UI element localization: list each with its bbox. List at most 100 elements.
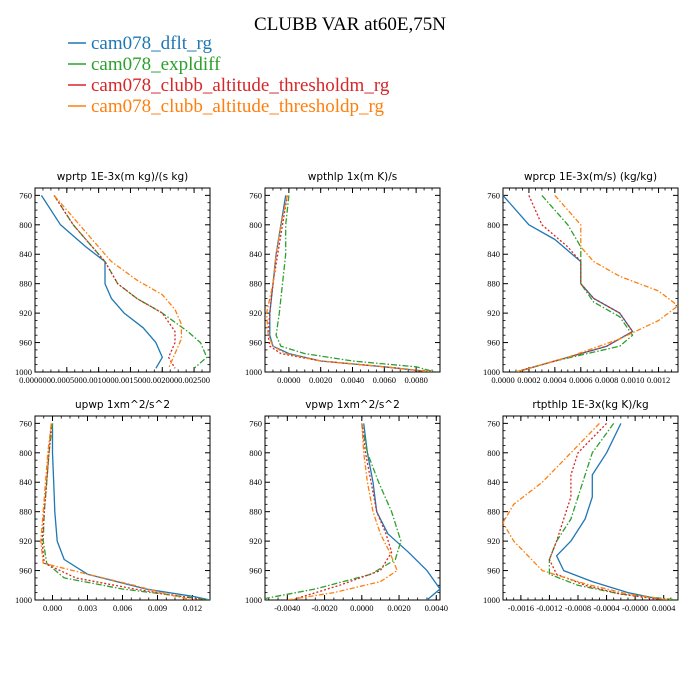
legend-label: cam078_clubb_altitude_thresholdp_rg bbox=[91, 96, 385, 117]
x-tick-label: 0.0040 bbox=[425, 603, 448, 613]
y-tick-label: 920 bbox=[249, 308, 262, 318]
y-tick-label: 840 bbox=[249, 249, 262, 259]
x-tick-label: 0.012 bbox=[183, 603, 202, 613]
y-tick-label: 1000 bbox=[245, 367, 262, 377]
y-tick-label: 800 bbox=[249, 448, 262, 458]
series-line bbox=[296, 423, 393, 600]
y-tick-label: 960 bbox=[487, 338, 500, 348]
x-tick-label: -0.0000 bbox=[622, 603, 648, 613]
panel-title: vpwp 1xm^2/s^2 bbox=[305, 399, 400, 411]
y-tick-label: 960 bbox=[487, 566, 500, 576]
y-tick-label: 1000 bbox=[245, 595, 262, 605]
x-tick-label: 0.0004 bbox=[652, 603, 676, 613]
figure-title: CLUBB VAR at60E,75N bbox=[254, 14, 446, 35]
x-tick-label: 0.003 bbox=[78, 603, 97, 613]
x-tick-label: 0.0012 bbox=[647, 375, 670, 385]
y-tick-label: 800 bbox=[487, 220, 500, 230]
series-line bbox=[53, 194, 183, 369]
x-tick-label: 0.001000 bbox=[83, 375, 115, 385]
y-tick-label: 840 bbox=[19, 249, 32, 259]
y-tick-label: 760 bbox=[487, 190, 500, 200]
x-tick-label: 0.0002 bbox=[517, 375, 540, 385]
y-tick-label: 960 bbox=[249, 566, 262, 576]
y-tick-label: 880 bbox=[249, 279, 262, 289]
series-line bbox=[503, 422, 671, 600]
y-tick-label: 960 bbox=[19, 338, 32, 348]
series-line bbox=[548, 422, 664, 600]
plot-frame bbox=[34, 187, 211, 373]
panel: rtpthlp 1E-3x(kg K)/kg 760 800 840 880 920 960… bbox=[483, 399, 679, 613]
series-group bbox=[40, 194, 208, 369]
y-tick-label: 960 bbox=[249, 338, 262, 348]
series-line bbox=[548, 423, 678, 600]
x-tick-label: 0.0060 bbox=[373, 375, 396, 385]
x-tick-label: 0.0020 bbox=[309, 375, 332, 385]
x-tick-label: 0.0010 bbox=[621, 375, 644, 385]
panel-title: wpthlp 1x(m K)/s bbox=[308, 171, 398, 183]
y-tick-label: 800 bbox=[19, 220, 32, 230]
panel-title: upwp 1xm^2/s^2 bbox=[75, 399, 170, 411]
series-line bbox=[267, 195, 433, 372]
x-tick-label: 0.002500 bbox=[178, 375, 210, 385]
series-group bbox=[503, 422, 678, 600]
plot-frame bbox=[34, 415, 211, 601]
x-tick-label: 0.000 bbox=[43, 603, 62, 613]
x-tick-label: 0.000000 bbox=[19, 375, 51, 385]
y-tick-label: 1000 bbox=[15, 595, 32, 605]
y-tick-label: 760 bbox=[487, 418, 500, 428]
x-tick-label: -0.0012 bbox=[536, 603, 562, 613]
series-line bbox=[555, 423, 664, 600]
series-line bbox=[40, 423, 193, 600]
y-tick-label: 960 bbox=[19, 566, 32, 576]
series-line bbox=[265, 423, 402, 600]
y-tick-label: 800 bbox=[487, 448, 500, 458]
y-tick-label: 840 bbox=[487, 477, 500, 487]
x-tick-label: 0.0080 bbox=[404, 375, 427, 385]
plot-frame bbox=[502, 187, 679, 373]
x-tick-label: 0.0020 bbox=[387, 603, 410, 613]
panel: vpwp 1xm^2/s^2 760 800 840 880 920 960 1000 -0.0… bbox=[245, 399, 448, 613]
x-tick-label: 0.0000 bbox=[491, 375, 514, 385]
plot-frame bbox=[502, 415, 679, 601]
plot-frame bbox=[264, 415, 441, 601]
series-line bbox=[287, 423, 398, 600]
y-tick-label: 760 bbox=[249, 418, 262, 428]
panel: upwp 1xm^2/s^2 760 800 840 880 920 960 1000 0.00… bbox=[15, 399, 211, 613]
x-tick-label: -0.0004 bbox=[593, 603, 620, 613]
y-tick-label: 1000 bbox=[15, 367, 32, 377]
y-tick-label: 760 bbox=[249, 190, 262, 200]
y-tick-label: 920 bbox=[19, 308, 32, 318]
y-tick-label: 880 bbox=[19, 279, 32, 289]
y-tick-label: 880 bbox=[487, 507, 500, 517]
y-tick-label: 840 bbox=[19, 477, 32, 487]
x-tick-label: 0.002000 bbox=[146, 375, 178, 385]
x-tick-label: -0.0040 bbox=[274, 603, 300, 613]
x-tick-label: 0.0000 bbox=[277, 375, 300, 385]
panel: wpthlp 1x(m K)/s 760 800 840 880 920 960 1000 0.… bbox=[245, 171, 441, 385]
series-line bbox=[53, 195, 176, 369]
x-tick-label: 0.000500 bbox=[51, 375, 83, 385]
x-tick-label: 0.001500 bbox=[115, 375, 147, 385]
y-tick-label: 800 bbox=[19, 448, 32, 458]
x-tick-label: -0.0008 bbox=[565, 603, 591, 613]
series-line bbox=[363, 423, 440, 600]
y-tick-label: 880 bbox=[487, 279, 500, 289]
y-tick-label: 880 bbox=[19, 507, 32, 517]
y-tick-label: 920 bbox=[249, 536, 262, 546]
legend-label: cam078_clubb_altitude_thresholdm_rg bbox=[91, 75, 390, 96]
y-tick-label: 920 bbox=[19, 536, 32, 546]
legend-label: cam078_expldiff bbox=[91, 54, 221, 75]
panel-title: wprcp 1E-3x(m/s) (kg/kg) bbox=[524, 171, 657, 183]
series-line bbox=[275, 195, 436, 372]
panel: wprcp 1E-3x(m/s) (kg/kg) 760 800 840 880 920 9… bbox=[483, 171, 679, 385]
y-tick-label: 800 bbox=[249, 220, 262, 230]
y-tick-label: 840 bbox=[487, 249, 500, 259]
x-tick-label: 0.0006 bbox=[569, 375, 592, 385]
y-tick-label: 760 bbox=[19, 418, 32, 428]
y-tick-label: 1000 bbox=[483, 367, 500, 377]
x-tick-label: -0.0020 bbox=[311, 603, 337, 613]
legend-label: cam078_dflt_rg bbox=[91, 33, 213, 54]
x-tick-label: 0.0004 bbox=[543, 375, 567, 385]
series-line bbox=[41, 423, 205, 600]
